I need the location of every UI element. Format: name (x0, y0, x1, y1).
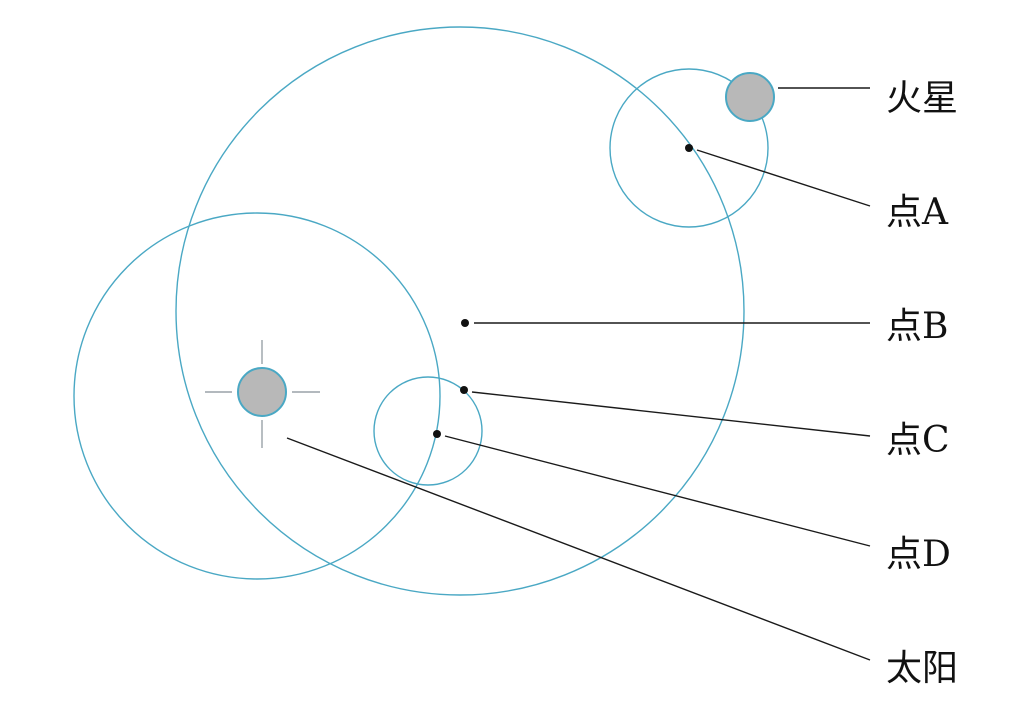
mars-disc (725, 72, 775, 122)
mars-label: 火星 (886, 78, 958, 119)
sun-disc (237, 367, 287, 417)
left-orbit (73, 212, 441, 580)
point-d-leader-line (444, 435, 871, 547)
point-b-dot (461, 319, 469, 327)
point-d-label: 点D (886, 534, 951, 575)
sun-leader-line (286, 437, 871, 661)
point-b-label: 点B (886, 306, 948, 347)
point-c-label: 点C (886, 420, 950, 461)
point-a-leader-line (696, 149, 871, 207)
small-epicycle (373, 376, 483, 486)
point-a-label: 点A (886, 192, 949, 233)
point-c-leader-line (471, 391, 871, 437)
point-a-dot (685, 144, 693, 152)
large-orbit (175, 26, 745, 596)
sun-crosshair (205, 340, 320, 448)
point-c-dot (460, 386, 468, 394)
point-d-dot (433, 430, 441, 438)
sun-label: 太阳 (886, 648, 958, 689)
upper-epicycle (609, 68, 769, 228)
